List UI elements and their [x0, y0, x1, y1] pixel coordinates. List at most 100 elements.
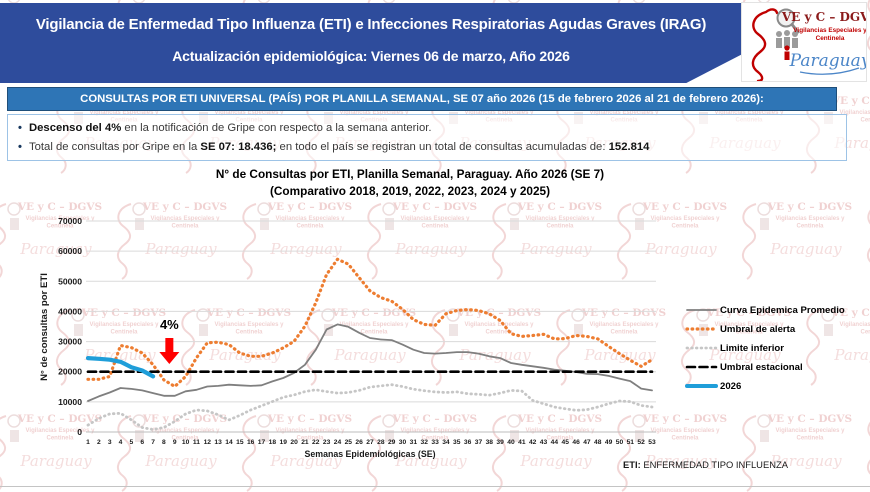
logo-org-text: VE y C – DGVS	[781, 10, 866, 24]
svg-text:Vigilancias Especiales y: Vigilancias Especiales y	[465, 322, 535, 328]
svg-text:Centinela: Centinela	[671, 224, 699, 230]
svg-text:VE y C – DGVS: VE y C – DGVS	[142, 0, 227, 1]
x-tick-label: 3	[108, 439, 112, 446]
svg-text:VE y C – DGVS: VE y C – DGVS	[17, 201, 102, 213]
y-tick-label: 30000	[58, 337, 82, 347]
svg-text:Centinela: Centinela	[296, 436, 324, 442]
svg-text:Vigilancias Especiales y: Vigilancias Especiales y	[26, 428, 96, 434]
legend-label: Curva Epidemica Promedio	[720, 305, 845, 316]
svg-text:Vigilancias Especiales y: Vigilancias Especiales y	[526, 428, 596, 434]
svg-text:VE y C – DGVS: VE y C – DGVS	[81, 307, 166, 319]
y-tick-label: 50000	[58, 276, 82, 286]
svg-text:Vigilancias Especiales y: Vigilancias Especiales y	[526, 216, 596, 222]
bullet-text: Total de consultas por Gripe en la	[28, 140, 201, 153]
svg-text:Vigilancias Especiales y: Vigilancias Especiales y	[340, 110, 410, 116]
x-tick-label: 45	[562, 439, 570, 446]
series-umbral-de-alerta	[86, 257, 654, 389]
svg-text:Paraguay: Paraguay	[708, 346, 781, 364]
x-tick-label: 32	[421, 439, 429, 446]
x-tick-label: 48	[594, 439, 602, 446]
svg-text:VE y C – DGVS: VE y C – DGVS	[581, 307, 666, 319]
legend-label: 2026	[720, 381, 741, 392]
svg-text:Paraguay: Paraguay	[394, 240, 467, 258]
series-curva-epidemica-promedio	[87, 323, 653, 402]
svg-text:Centinela: Centinela	[485, 330, 513, 336]
svg-text:Paraguay: Paraguay	[269, 452, 342, 470]
x-tick-label: 47	[583, 439, 591, 446]
svg-text:Paraguay: Paraguay	[519, 452, 592, 470]
eti-definition-text: ENFERMEDAD TIPO INFLUENZA	[640, 459, 788, 470]
x-tick-label: 28	[377, 439, 385, 446]
svg-text:Centinela: Centinela	[46, 436, 74, 442]
y-tick-label: 10000	[58, 397, 82, 407]
x-tick-label: 6	[140, 439, 144, 446]
x-tick-label: 13	[214, 439, 222, 446]
svg-text:Centinela: Centinela	[235, 330, 263, 336]
x-tick-label: 29	[388, 439, 396, 446]
watermark-tile: VE y C – DGVS Vigilancias Especiales y Cen…	[605, 194, 735, 294]
svg-text:Vigilancias Especiales y: Vigilancias Especiales y	[651, 216, 721, 222]
bullet-text: Descenso del 4%	[28, 122, 122, 134]
svg-text:Vigilancias Especiales y: Vigilancias Especiales y	[340, 322, 410, 328]
svg-text:Paraguay: Paraguay	[583, 346, 656, 364]
svg-text:VE y C – DGVS: VE y C – DGVS	[267, 201, 352, 213]
svg-text:Paraguay: Paraguay	[144, 452, 217, 470]
bullet-text: SE 07: 18.436;	[200, 140, 277, 153]
annotation-arrow-shaft	[165, 338, 174, 352]
x-tick-label: 14	[225, 439, 233, 446]
x-tick-label: 50	[616, 439, 624, 446]
svg-text:VE y C – DGVS: VE y C – DGVS	[831, 95, 870, 107]
svg-text:VE y C – DGVS: VE y C – DGVS	[517, 413, 602, 425]
svg-text:Vigilancias Especiales y: Vigilancias Especiales y	[776, 216, 846, 222]
svg-text:Vigilancias Especiales y: Vigilancias Especiales y	[840, 110, 870, 116]
x-tick-label: 12	[204, 439, 212, 446]
x-tick-label: 26	[355, 439, 363, 446]
svg-text:Paraguay: Paraguay	[519, 240, 592, 258]
legend: Curva Epidemica Promedio Umbral de alerta…	[685, 305, 845, 392]
x-tick-label: 37	[475, 439, 483, 446]
bullet-item: • Descenso del 4% en la notificación de G…	[18, 119, 836, 138]
dgvs-logo-art: VE y C – DGVS Vigilancias Especiales y C…	[751, 8, 870, 83]
svg-text:VE y C – DGVS: VE y C – DGVS	[642, 0, 727, 1]
svg-text:VE y C – DGVS: VE y C – DGVS	[267, 0, 352, 1]
svg-text:VE y C – DGVS: VE y C – DGVS	[206, 307, 291, 319]
svg-text:VE y C – DGVS: VE y C – DGVS	[642, 201, 727, 213]
svg-text:VE y C – DGVS: VE y C – DGVS	[517, 0, 602, 1]
x-tick-label: 31	[410, 439, 418, 446]
bullet-text: 152.814	[608, 140, 650, 153]
svg-text:VE y C – DGVS: VE y C – DGVS	[17, 413, 102, 425]
paraguay-outline-icon	[751, 8, 779, 83]
x-tick-label: 10	[182, 439, 190, 446]
series-limite-inferior	[86, 383, 654, 432]
svg-text:Vigilancias Especiales y: Vigilancias Especiales y	[90, 110, 160, 116]
svg-text:Vigilancias Especiales y: Vigilancias Especiales y	[465, 110, 535, 116]
x-tick-label: 34	[442, 439, 450, 446]
x-tick-label: 4	[119, 439, 123, 446]
series-2026	[85, 356, 156, 379]
svg-text:VE y C – DGVS: VE y C – DGVS	[267, 413, 352, 425]
svg-text:Vigilancias Especiales y: Vigilancias Especiales y	[840, 322, 870, 328]
legend-label: Umbral de alerta	[720, 324, 796, 335]
svg-text:Paraguay: Paraguay	[644, 240, 717, 258]
section-banner-text: CONSULTAS POR ETI UNIVERSAL (PAÍS) POR P…	[80, 93, 764, 105]
svg-text:Vigilancias Especiales y: Vigilancias Especiales y	[276, 216, 346, 222]
x-tick-label: 7	[151, 439, 155, 446]
svg-text:VE y C – DGVS: VE y C – DGVS	[517, 201, 602, 213]
svg-text:Vigilancias Especiales y: Vigilancias Especiales y	[151, 428, 221, 434]
chart-title-line1: N° de Consultas por ETI, Planilla Semana…	[215, 167, 605, 181]
eti-definition: ETI: ENFERMEDAD TIPO INFLUENZA	[623, 459, 788, 470]
x-tick-label: 22	[312, 439, 320, 446]
svg-text:Centinela: Centinela	[296, 224, 324, 230]
magnifier-icon	[776, 8, 800, 34]
svg-text:VE y C – DGVS: VE y C – DGVS	[17, 0, 102, 1]
svg-text:VE y C – DGVS: VE y C – DGVS	[642, 413, 727, 425]
